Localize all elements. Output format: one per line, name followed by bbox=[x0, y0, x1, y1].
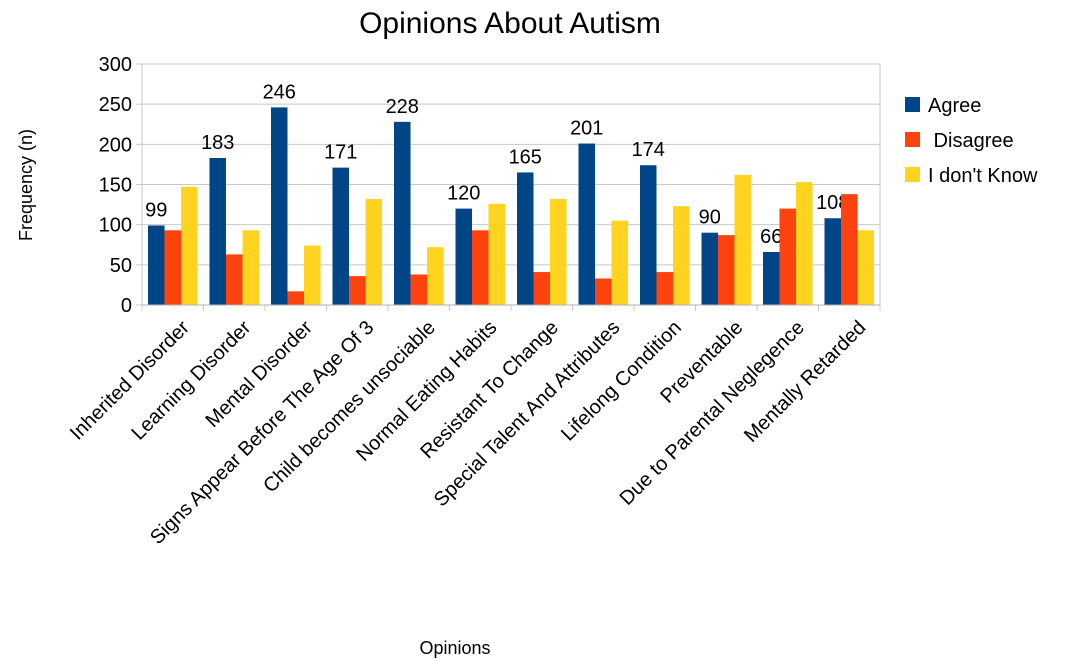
bar bbox=[427, 247, 444, 305]
bar bbox=[824, 218, 841, 305]
bar bbox=[578, 143, 595, 305]
data-label: 201 bbox=[570, 118, 603, 140]
bar bbox=[763, 251, 780, 305]
data-label: 174 bbox=[632, 139, 665, 161]
bar bbox=[796, 182, 813, 305]
legend-label: I don't Know bbox=[928, 165, 1038, 187]
y-tick-label: 200 bbox=[99, 134, 132, 156]
legend-swatch bbox=[905, 97, 920, 112]
bar bbox=[349, 276, 366, 305]
bar bbox=[857, 230, 874, 305]
bar bbox=[779, 208, 796, 305]
x-tick-label: Mentally Retarded bbox=[740, 317, 870, 447]
data-label: 165 bbox=[509, 146, 542, 168]
bar bbox=[640, 165, 657, 305]
y-tick-label: 300 bbox=[99, 54, 132, 76]
bar bbox=[332, 167, 349, 305]
bar bbox=[455, 208, 472, 305]
data-label: 246 bbox=[263, 81, 296, 103]
bar bbox=[287, 291, 304, 305]
bar bbox=[718, 235, 735, 305]
bar bbox=[611, 220, 628, 305]
bar bbox=[701, 232, 718, 305]
bar bbox=[209, 157, 226, 305]
bar bbox=[304, 245, 321, 305]
bar bbox=[365, 198, 382, 305]
x-tick-label: Mental Disorder bbox=[202, 316, 318, 432]
bar bbox=[164, 230, 181, 305]
bar bbox=[550, 198, 567, 305]
y-tick-label: 150 bbox=[99, 175, 132, 197]
data-label: 120 bbox=[447, 183, 480, 205]
y-tick-label: 50 bbox=[110, 255, 132, 277]
bar bbox=[271, 107, 288, 305]
y-tick-label: 250 bbox=[99, 94, 132, 116]
y-tick-label: 0 bbox=[121, 295, 132, 317]
x-tick-label: Signs Appear Before The Age Of 3 bbox=[146, 317, 378, 549]
bar bbox=[242, 230, 259, 305]
data-label: 183 bbox=[201, 132, 234, 154]
legend-label: Agree bbox=[928, 95, 981, 117]
bar bbox=[181, 186, 198, 305]
data-label: 228 bbox=[386, 96, 419, 118]
bar bbox=[841, 194, 858, 305]
data-label: 171 bbox=[324, 142, 357, 164]
bar bbox=[517, 172, 534, 305]
bar bbox=[410, 274, 427, 305]
legend-swatch bbox=[905, 132, 920, 147]
bar bbox=[673, 206, 690, 305]
bar bbox=[472, 230, 489, 305]
x-axis-title: Opinions bbox=[419, 638, 490, 658]
bar bbox=[734, 174, 751, 305]
bar bbox=[488, 203, 505, 305]
legend: Agree Disagree I don't Know bbox=[905, 95, 1038, 187]
bar bbox=[656, 272, 673, 305]
legend-swatch bbox=[905, 167, 920, 182]
bar bbox=[226, 254, 243, 305]
legend-label: Disagree bbox=[928, 130, 1014, 152]
bar bbox=[394, 121, 411, 305]
bar bbox=[595, 278, 612, 305]
bar bbox=[148, 225, 165, 305]
y-tick-label: 100 bbox=[99, 215, 132, 237]
data-label: 66 bbox=[760, 226, 782, 248]
y-axis-title: Frequency (n) bbox=[16, 129, 36, 241]
data-label: 99 bbox=[145, 199, 167, 221]
chart-title: Opinions About Autism bbox=[359, 7, 661, 40]
data-label: 90 bbox=[699, 207, 721, 229]
bar bbox=[533, 272, 550, 305]
